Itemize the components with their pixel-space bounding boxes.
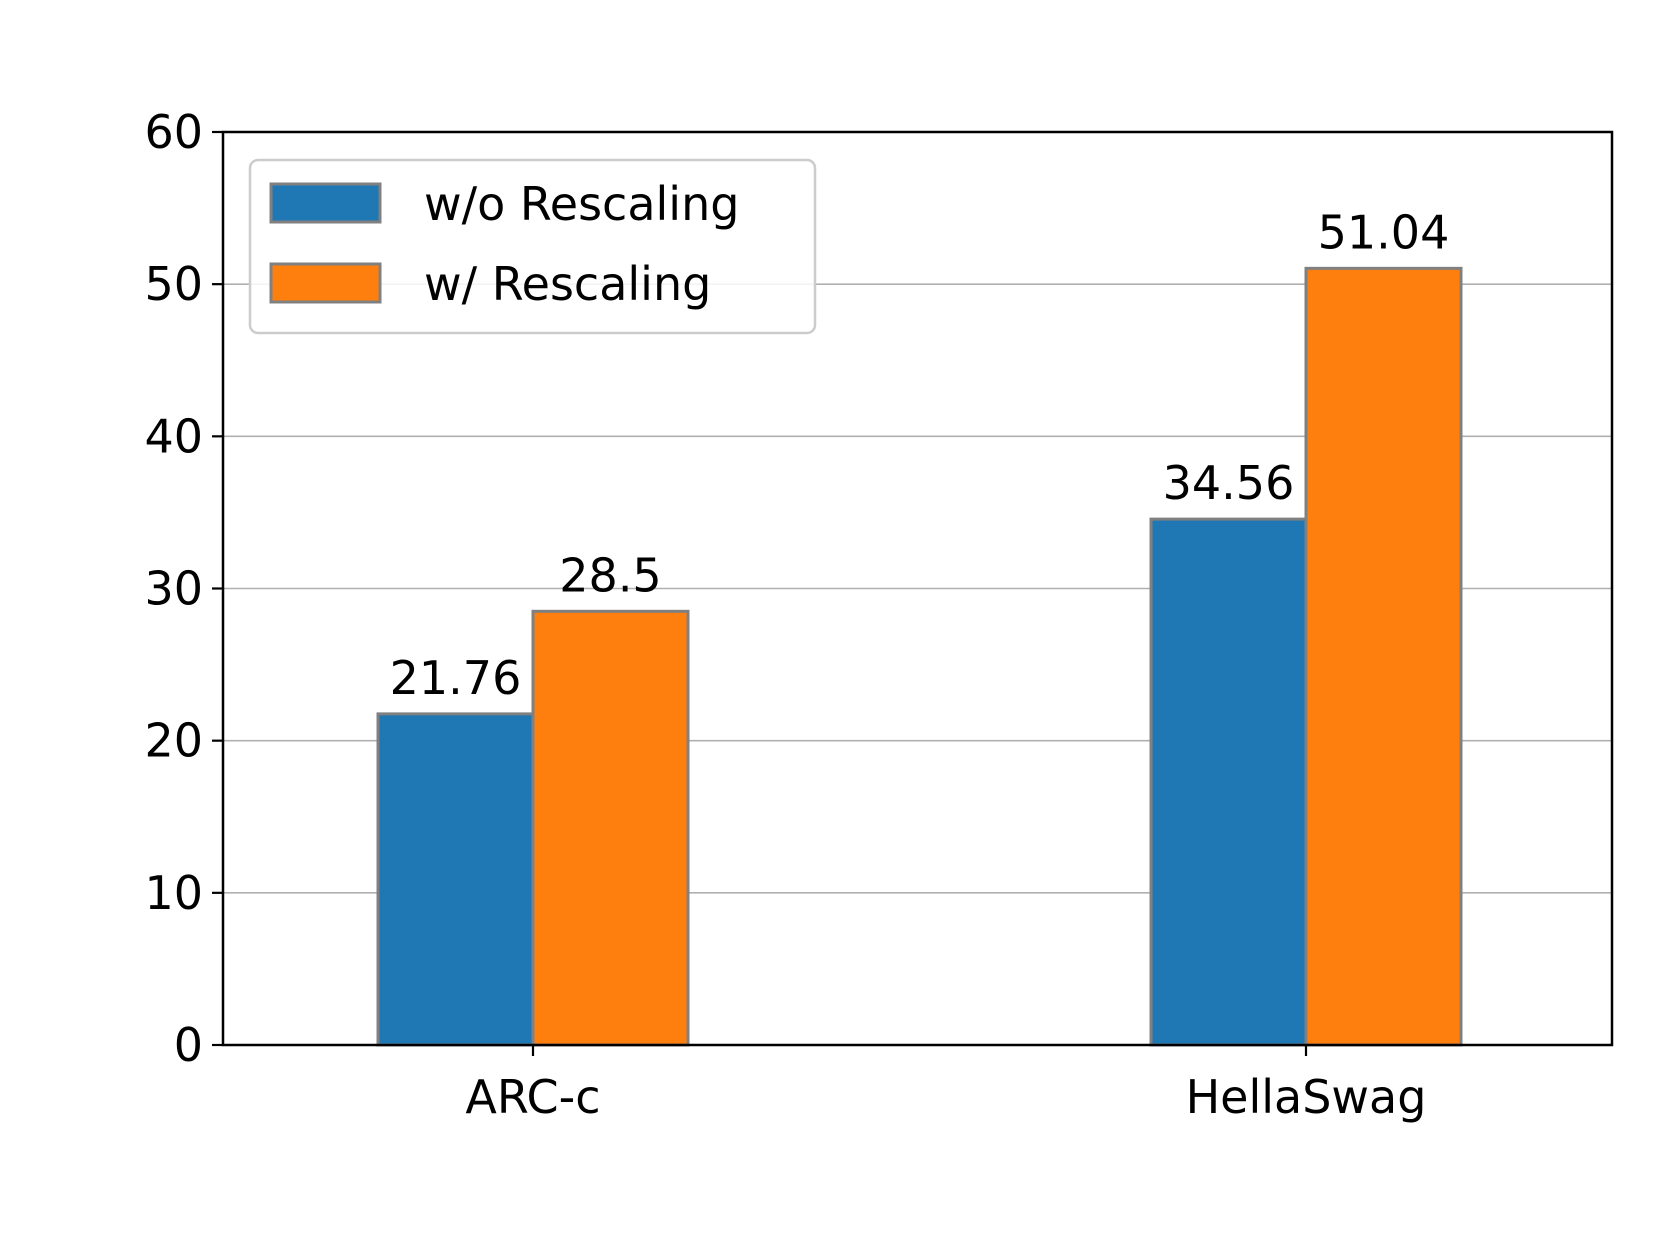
y-tick-label: 60	[144, 105, 203, 159]
data-label: 51.04	[1318, 205, 1450, 259]
x-tick-label: HellaSwag	[1186, 1070, 1427, 1124]
bars	[376, 266, 1463, 1047]
axis-ticks: 0 10 20 30 40 50 60 ARC-c HellaSwag	[144, 105, 1426, 1124]
y-tick-label: 10	[144, 866, 203, 920]
bar-arc-c-series-0	[376, 712, 535, 1047]
bar-arc-c-series-1	[531, 609, 690, 1047]
data-labels: 21.76 28.5 34.56 51.04	[390, 205, 1450, 705]
legend-label: w/ Rescaling	[424, 257, 711, 311]
data-label: 34.56	[1163, 456, 1295, 510]
y-tick-label: 0	[174, 1018, 203, 1072]
y-tick-label: 20	[144, 714, 203, 768]
y-tick-label: 40	[144, 409, 203, 463]
y-tick-label: 50	[144, 257, 203, 311]
y-tick-label: 30	[144, 562, 203, 616]
legend-swatch	[269, 262, 382, 304]
legend-box	[248, 158, 817, 335]
legend: w/o Rescaling w/ Rescaling	[248, 158, 817, 335]
bar-hellaswag-series-1	[1304, 266, 1463, 1047]
legend-label: w/o Rescaling	[424, 177, 739, 231]
data-label: 28.5	[559, 548, 661, 602]
legend-swatch	[269, 182, 382, 224]
x-tick-label: ARC-c	[465, 1070, 600, 1124]
data-label: 21.76	[390, 651, 522, 705]
bar-hellaswag-series-0	[1149, 517, 1308, 1047]
